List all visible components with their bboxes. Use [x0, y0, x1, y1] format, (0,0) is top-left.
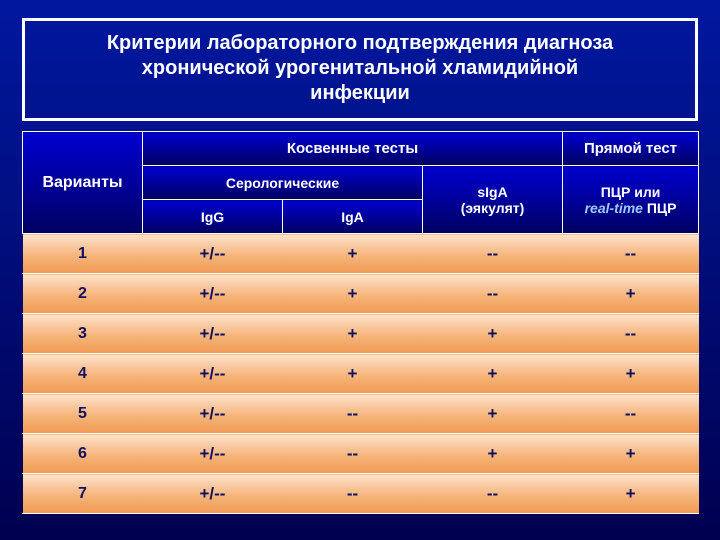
siga-line2: (эякулят) — [423, 200, 562, 216]
criteria-table: Варианты Косвенные тесты Прямой тест Сер… — [22, 131, 699, 514]
cell-siga: + — [423, 394, 563, 434]
cell-iga: + — [283, 274, 423, 314]
cell-siga: -- — [423, 474, 563, 514]
cell-variant: 1 — [23, 234, 143, 274]
cell-pcr: + — [563, 474, 699, 514]
cell-iga: -- — [283, 394, 423, 434]
cell-variant: 5 — [23, 394, 143, 434]
pcr-line2: real-time ПЦР — [563, 200, 698, 216]
table-row: 4+/--+++ — [23, 354, 699, 394]
col-header-siga: sIgA (эякулят) — [423, 166, 563, 234]
col-header-indirect: Косвенные тесты — [143, 132, 563, 166]
col-header-igg: IgG — [143, 200, 283, 234]
siga-line1: sIgA — [423, 184, 562, 200]
cell-iga: + — [283, 354, 423, 394]
col-header-pcr: ПЦР или real-time ПЦР — [563, 166, 699, 234]
cell-siga: + — [423, 354, 563, 394]
table-row: 3+/--++-- — [23, 314, 699, 354]
cell-siga: -- — [423, 234, 563, 274]
cell-variant: 3 — [23, 314, 143, 354]
cell-igg: +/-- — [143, 474, 283, 514]
cell-igg: +/-- — [143, 274, 283, 314]
cell-igg: +/-- — [143, 234, 283, 274]
pcr-line1: ПЦР или — [563, 184, 698, 200]
cell-iga: + — [283, 314, 423, 354]
table-row: 1+/--+---- — [23, 234, 699, 274]
cell-iga: -- — [283, 434, 423, 474]
title-line-3: инфекции — [37, 81, 683, 106]
col-header-variants: Варианты — [23, 132, 143, 234]
table-row: 2+/--+--+ — [23, 274, 699, 314]
criteria-table-wrap: Варианты Косвенные тесты Прямой тест Сер… — [22, 131, 698, 514]
cell-igg: +/-- — [143, 394, 283, 434]
cell-variant: 4 — [23, 354, 143, 394]
cell-pcr: + — [563, 354, 699, 394]
table-row: 7+/------+ — [23, 474, 699, 514]
cell-pcr: + — [563, 434, 699, 474]
cell-pcr: -- — [563, 314, 699, 354]
cell-iga: -- — [283, 474, 423, 514]
cell-variant: 7 — [23, 474, 143, 514]
table-header: Варианты Косвенные тесты Прямой тест Сер… — [23, 132, 699, 234]
col-header-iga: IgA — [283, 200, 423, 234]
pcr-suffix: ПЦР — [643, 200, 677, 216]
table-body: 1+/--+----2+/--+--+3+/--++--4+/--+++5+/-… — [23, 234, 699, 514]
table-row: 5+/----+-- — [23, 394, 699, 434]
cell-igg: +/-- — [143, 354, 283, 394]
cell-igg: +/-- — [143, 314, 283, 354]
pcr-realtime: real-time — [585, 200, 643, 216]
cell-variant: 2 — [23, 274, 143, 314]
cell-pcr: -- — [563, 394, 699, 434]
col-header-direct: Прямой тест — [563, 132, 699, 166]
cell-igg: +/-- — [143, 434, 283, 474]
cell-siga: + — [423, 314, 563, 354]
cell-pcr: -- — [563, 234, 699, 274]
col-header-serological: Серологические — [143, 166, 423, 200]
title-line-2: хронической урогенитальной хламидийной — [37, 56, 683, 81]
page-title-box: Критерии лабораторного подтверждения диа… — [22, 18, 698, 121]
cell-siga: + — [423, 434, 563, 474]
cell-siga: -- — [423, 274, 563, 314]
cell-iga: + — [283, 234, 423, 274]
cell-pcr: + — [563, 274, 699, 314]
title-line-1: Критерии лабораторного подтверждения диа… — [37, 31, 683, 56]
table-row: 6+/----++ — [23, 434, 699, 474]
cell-variant: 6 — [23, 434, 143, 474]
